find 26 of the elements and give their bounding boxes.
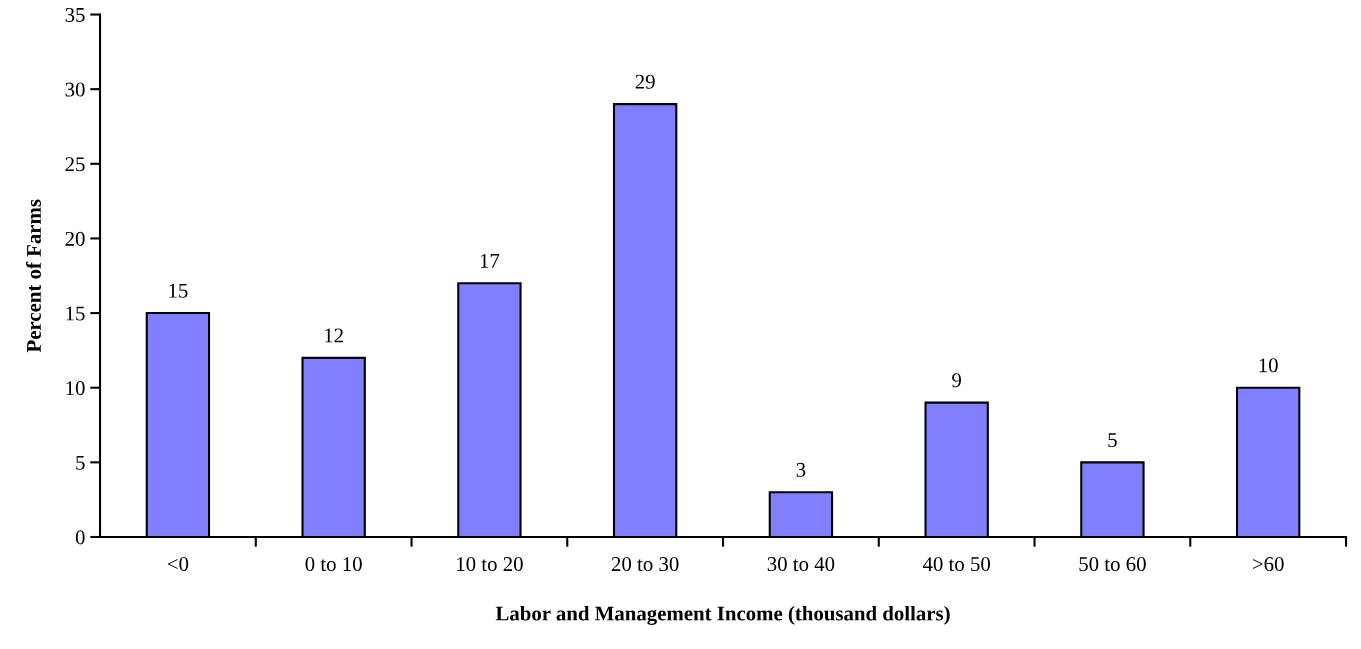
data-label: 10 <box>1259 358 1278 373</box>
y-tick-label: 35 <box>65 7 85 22</box>
y-tick-label: 5 <box>76 455 85 470</box>
data-label: 5 <box>1108 433 1117 447</box>
x-tick-label: 10 to 20 <box>457 557 523 572</box>
x-tick-label: 40 to 50 <box>922 557 991 572</box>
x-tick-label: >60 <box>1252 557 1284 572</box>
data-label: 15 <box>169 283 188 298</box>
y-tick-label: 0 <box>75 530 85 545</box>
y-axis-title: Percent of Farms <box>26 199 41 353</box>
data-label: 12 <box>325 328 343 343</box>
data-label: 9 <box>952 373 962 388</box>
data-label: 29 <box>635 74 655 89</box>
y-tick-label: 30 <box>65 82 85 97</box>
data-label: 17 <box>480 253 500 268</box>
y-tick-label: 25 <box>65 157 85 172</box>
y-tick-label: 10 <box>66 381 85 396</box>
y-tick-label: 15 <box>66 306 85 321</box>
data-label: 3 <box>796 462 806 477</box>
y-tick-label: 20 <box>65 231 85 246</box>
x-tick-label: <0 <box>167 557 189 572</box>
x-tick-label: 20 to 30 <box>611 557 679 572</box>
x-axis-title: Labor and Management Income (thousand dollars) <box>495 605 950 625</box>
x-tick-label: 50 to 60 <box>1079 557 1146 572</box>
x-tick-label: 30 to 40 <box>767 557 835 572</box>
x-tick-label: 0 to 10 <box>305 557 362 572</box>
